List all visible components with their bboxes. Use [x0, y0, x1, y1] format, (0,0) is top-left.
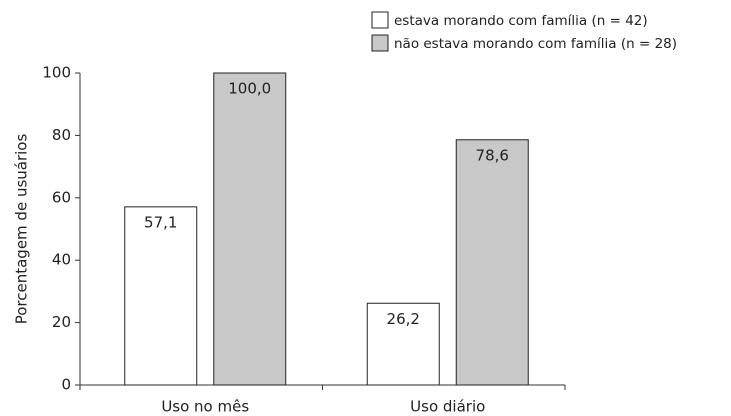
y-tick-label: 60: [52, 188, 71, 206]
x-tick-label: Uso no mês: [161, 398, 249, 416]
y-tick-label: 100: [42, 64, 71, 82]
bar: [455, 139, 529, 386]
y-tick-label: 20: [52, 313, 71, 331]
value-label: 100,0: [228, 80, 271, 98]
legend-label: estava morando com família (n = 42): [394, 13, 648, 29]
legend-swatch: [371, 11, 389, 29]
bar: [124, 206, 198, 386]
value-label: 57,1: [144, 213, 177, 231]
x-tick-label: Uso diário: [410, 398, 485, 416]
y-tick-label: 0: [61, 376, 71, 394]
bar: [366, 302, 440, 386]
legend-label: não estava morando com família (n = 28): [394, 36, 677, 52]
y-tick-label: 80: [52, 126, 71, 144]
value-label: 78,6: [476, 146, 509, 164]
y-tick-label: 40: [52, 251, 71, 269]
legend-swatch: [371, 34, 389, 52]
bar: [213, 72, 287, 386]
y-axis-label: Porcentagem de usuários: [13, 134, 31, 325]
value-label: 26,2: [387, 310, 420, 328]
